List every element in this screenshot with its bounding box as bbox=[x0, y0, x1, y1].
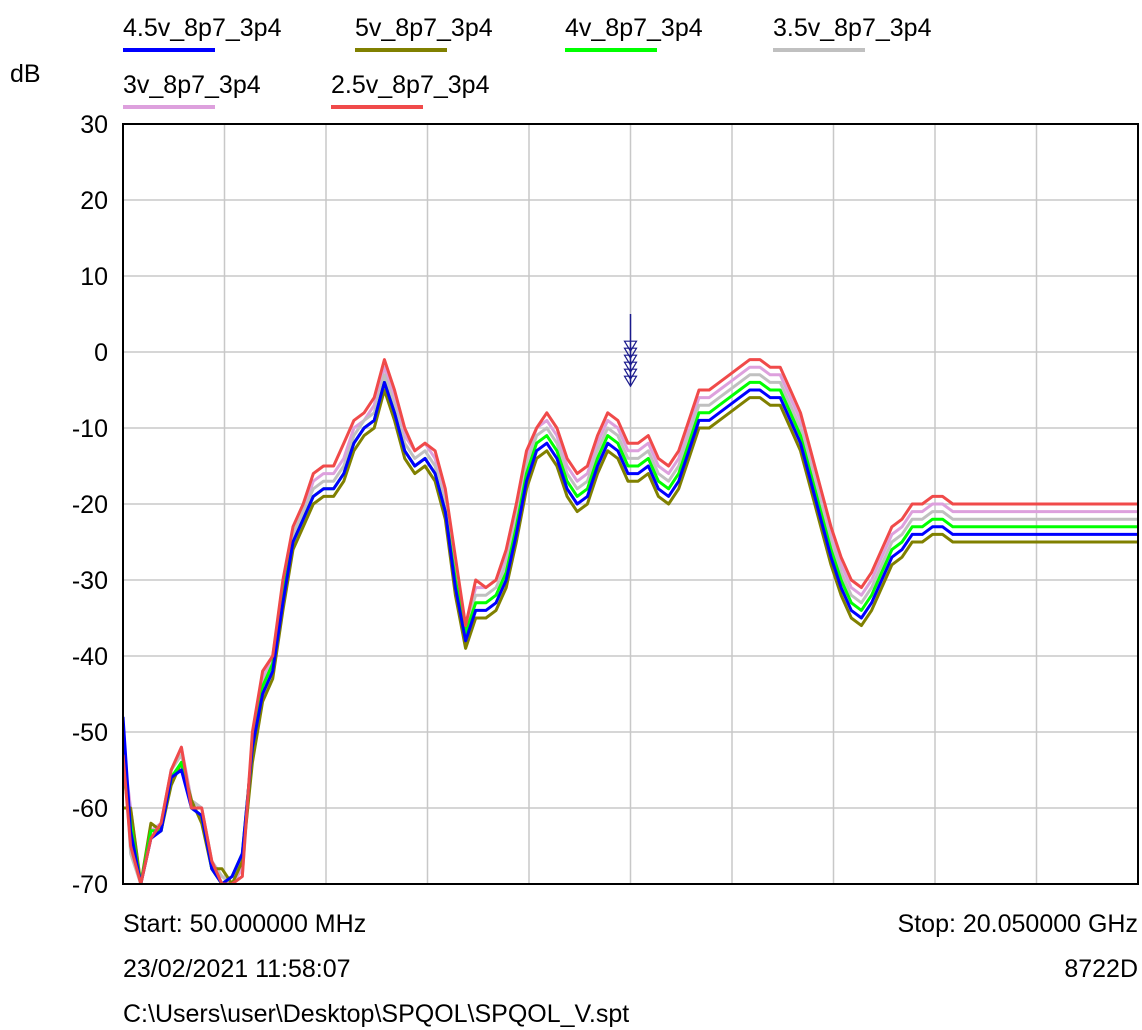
series-layer bbox=[123, 358, 1138, 884]
y-tick-label: 30 bbox=[80, 111, 108, 139]
legend-label: 5v_8p7_3p4 bbox=[355, 14, 493, 42]
legend-label: 4.5v_8p7_3p4 bbox=[123, 14, 282, 42]
y-tick-labels: 30 20 10 0 -10 -20 -30 -40 -50 -60 -70 bbox=[72, 111, 108, 899]
legend-label: 3.5v_8p7_3p4 bbox=[773, 14, 932, 42]
y-tick-label: -60 bbox=[72, 795, 108, 823]
legend-label: 3v_8p7_3p4 bbox=[123, 71, 261, 99]
stop-frequency: Stop: 20.050000 GHz bbox=[898, 910, 1138, 938]
y-tick-label: 20 bbox=[80, 187, 108, 215]
marker-triangle bbox=[623, 340, 638, 353]
y-tick-label: -70 bbox=[72, 871, 108, 899]
timestamp: 23/02/2021 11:58:07 bbox=[123, 955, 351, 983]
plot-frame bbox=[122, 123, 1139, 885]
series-line bbox=[123, 358, 1138, 884]
marker-triangle bbox=[623, 361, 638, 374]
legend-item: 2.5v_8p7_3p4 bbox=[331, 71, 490, 109]
file-path: C:\Users\user\Desktop\SPQOL\SPQOL_V.spt bbox=[123, 1000, 629, 1028]
legend-item: 5v_8p7_3p4 bbox=[355, 14, 493, 52]
marker-triangle bbox=[623, 368, 638, 381]
y-tick-label: 10 bbox=[80, 263, 108, 291]
y-tick-label: -50 bbox=[72, 719, 108, 747]
legend-item: 4.5v_8p7_3p4 bbox=[123, 14, 282, 52]
y-axis-label: dB bbox=[10, 60, 41, 88]
legend-label: 2.5v_8p7_3p4 bbox=[331, 71, 490, 99]
legend-item: 3v_8p7_3p4 bbox=[123, 71, 261, 109]
start-frequency: Start: 50.000000 MHz bbox=[123, 910, 366, 938]
legend-item: 4v_8p7_3p4 bbox=[565, 14, 703, 52]
legend-item: 3.5v_8p7_3p4 bbox=[773, 14, 932, 52]
marker-triangle bbox=[623, 354, 638, 367]
legend-label: 4v_8p7_3p4 bbox=[565, 14, 703, 42]
marker-triangle bbox=[623, 375, 638, 388]
marker-triangle bbox=[623, 347, 638, 360]
y-tick-label: -20 bbox=[72, 491, 108, 519]
y-tick-label: 0 bbox=[94, 339, 108, 367]
series-line bbox=[123, 380, 1138, 884]
markers bbox=[623, 314, 638, 388]
y-tick-label: -10 bbox=[72, 415, 108, 443]
instrument-model: 8722D bbox=[1064, 955, 1138, 983]
legend: 4.5v_8p7_3p4 5v_8p7_3p4 4v_8p7_3p4 3.5v_8p7… bbox=[123, 14, 932, 109]
y-tick-label: -40 bbox=[72, 643, 108, 671]
y-tick-label: -30 bbox=[72, 567, 108, 595]
